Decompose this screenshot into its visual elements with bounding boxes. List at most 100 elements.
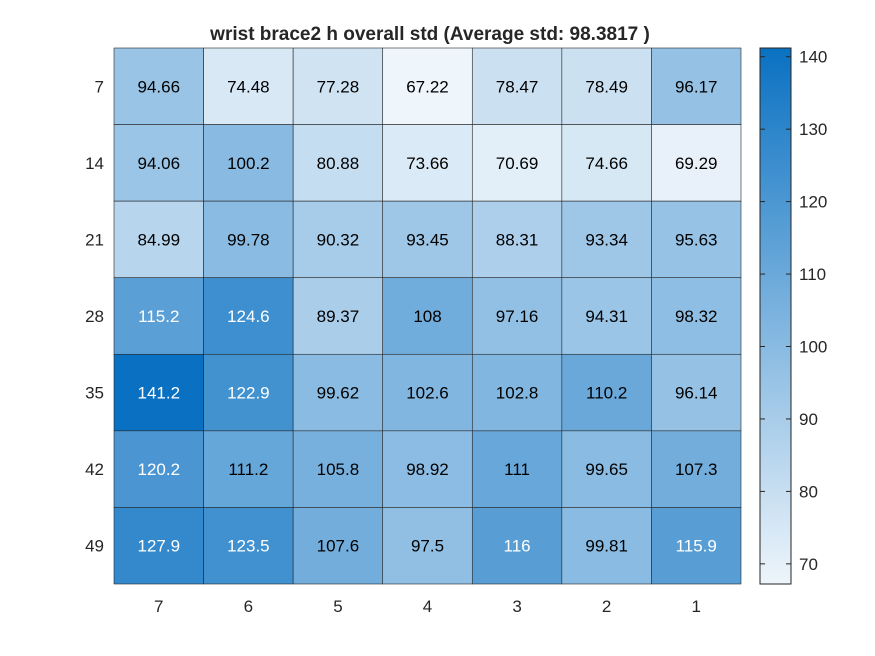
y-tick-label: 28 <box>85 307 104 326</box>
cell-value-label: 97.5 <box>411 537 444 556</box>
x-tick-label: 3 <box>512 597 521 616</box>
colorbar <box>759 47 792 585</box>
heatmap-cell <box>203 430 294 508</box>
heatmap-cell <box>113 353 204 432</box>
cell-value-label: 99.65 <box>585 460 628 479</box>
cell-value-label: 99.81 <box>585 537 628 556</box>
cell-value-label: 127.9 <box>138 537 181 556</box>
y-axis-tick-labels: 7 14 21 28 35 42 49 <box>85 77 104 555</box>
cell-value-label: 124.6 <box>227 307 270 326</box>
heatmap-cell <box>382 430 473 508</box>
heatmap-cell <box>113 277 204 355</box>
cell-value-label: 88.31 <box>496 230 539 249</box>
cell-value-label: 115.2 <box>138 307 179 326</box>
cell-value-label: 89.37 <box>317 307 360 326</box>
colorbar-tick-label: 80 <box>799 482 818 501</box>
heatmap-cells: 94.66 74.48 77.28 67.22 78.47 78.49 96.17 94.06… <box>113 47 742 585</box>
heatmap-cell <box>382 200 473 279</box>
heatmap-cell <box>292 124 384 202</box>
cell-value-label: 95.63 <box>675 230 718 249</box>
heatmap-cell <box>203 277 294 355</box>
cell-value-label: 93.45 <box>406 230 449 249</box>
y-tick-label: 49 <box>85 537 104 556</box>
heatmap-cell <box>203 47 294 125</box>
heatmap-cell <box>561 277 652 355</box>
colorbar-tick-label: 70 <box>799 555 818 574</box>
cell-value-label: 107.3 <box>675 460 718 479</box>
heatmap-cell <box>561 47 652 125</box>
cell-value-label: 94.06 <box>138 154 181 173</box>
heatmap-cell <box>382 507 473 585</box>
cell-value-label: 97.16 <box>496 307 539 326</box>
heatmap-cell <box>292 507 384 585</box>
heatmap-cell <box>382 47 473 125</box>
cell-value-label: 107.6 <box>317 537 360 556</box>
cell-value-label: 84.99 <box>138 230 181 249</box>
x-tick-label: 1 <box>691 597 700 616</box>
heatmap-cell <box>561 507 652 585</box>
cell-value-label: 110.2 <box>586 384 627 403</box>
cell-value-label: 74.66 <box>585 154 628 173</box>
cell-value-label: 108 <box>413 307 441 326</box>
cell-value-label: 73.66 <box>406 154 449 173</box>
colorbar-tick-label: 90 <box>799 410 818 429</box>
cell-value-label: 80.88 <box>317 154 360 173</box>
cell-value-label: 69.29 <box>675 154 718 173</box>
cell-value-label: 74.48 <box>227 77 270 96</box>
cell-value-label: 111 <box>504 460 530 479</box>
x-tick-label: 7 <box>154 597 163 616</box>
x-tick-label: 5 <box>333 597 342 616</box>
heatmap-cell <box>292 353 384 432</box>
cell-value-label: 70.69 <box>496 154 539 173</box>
y-tick-label: 7 <box>95 77 104 96</box>
heatmap-cell <box>113 430 204 508</box>
cell-value-label: 100.2 <box>227 154 270 173</box>
colorbar-tick-label: 100 <box>799 338 827 357</box>
colorbar-ticks: 70 80 90 100 110 120 130 140 <box>760 48 827 574</box>
cell-value-label: 96.17 <box>675 77 718 96</box>
heatmap-cell <box>651 277 742 355</box>
heatmap-cell <box>382 277 473 355</box>
colorbar-tick-label: 110 <box>799 265 826 284</box>
heatmap-cell <box>561 124 652 202</box>
cell-value-label: 120.2 <box>138 460 181 479</box>
heatmap-cell <box>561 353 652 432</box>
chart-title: wrist brace2 h overall std (Average std:… <box>209 24 650 45</box>
cell-value-label: 99.62 <box>317 384 360 403</box>
heatmap-cell <box>651 507 742 585</box>
cell-value-label: 122.9 <box>227 384 270 403</box>
cell-value-label: 102.6 <box>406 384 449 403</box>
heatmap-cell <box>113 47 204 125</box>
heatmap-cell <box>471 47 563 125</box>
heatmap-cell <box>113 124 204 202</box>
x-tick-label: 2 <box>602 597 611 616</box>
cell-value-label: 105.8 <box>317 460 360 479</box>
y-tick-label: 14 <box>85 154 104 173</box>
y-tick-label: 21 <box>85 230 104 249</box>
heatmap-cell <box>292 200 384 279</box>
cell-value-label: 93.34 <box>585 230 628 249</box>
heatmap-cell <box>292 47 384 125</box>
cell-value-label: 98.32 <box>675 307 718 326</box>
heatmap-cell <box>471 200 563 279</box>
colorbar-tick-label: 120 <box>799 193 827 212</box>
y-tick-label: 35 <box>85 384 104 403</box>
cell-value-label: 98.92 <box>406 460 449 479</box>
cell-value-label: 99.78 <box>227 230 270 249</box>
cell-value-label: 116 <box>504 537 531 556</box>
heatmap-cell <box>651 353 742 432</box>
x-axis-tick-labels: 7 6 5 4 3 2 1 <box>154 597 701 616</box>
heatmap-cell <box>651 430 742 508</box>
heatmap-cell <box>203 200 294 279</box>
colorbar-tick-label: 140 <box>799 48 827 67</box>
cell-value-label: 115.9 <box>676 537 717 556</box>
x-tick-label: 4 <box>423 597 432 616</box>
cell-value-label: 94.31 <box>585 307 628 326</box>
y-tick-label: 42 <box>85 460 104 479</box>
cell-value-label: 90.32 <box>317 230 360 249</box>
heatmap-cell <box>561 200 652 279</box>
cell-value-label: 123.5 <box>227 537 270 556</box>
heatmap-cell <box>292 430 384 508</box>
cell-value-label: 78.47 <box>496 77 539 96</box>
